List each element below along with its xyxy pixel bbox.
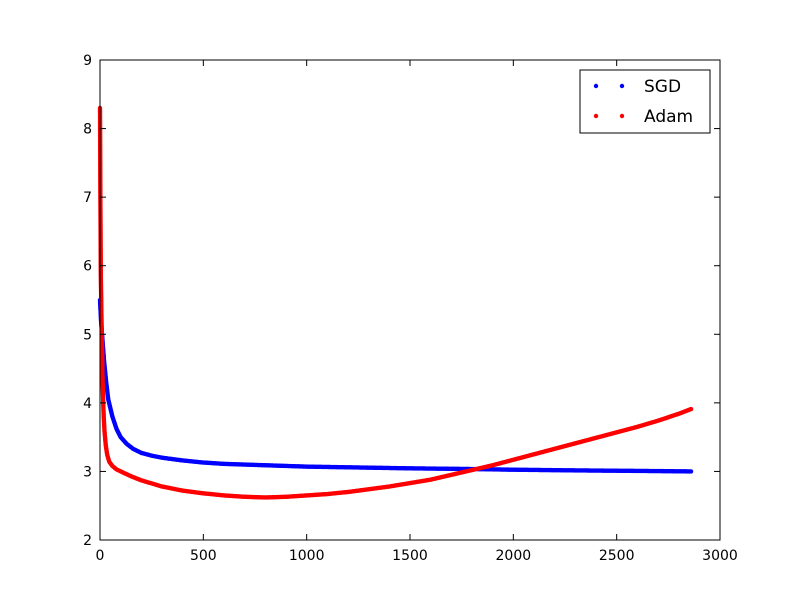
legend-marker-sgd: [619, 83, 625, 89]
data-point: [688, 406, 694, 412]
x-tick-label: 1500: [392, 548, 428, 564]
x-tick-label: 2000: [496, 548, 532, 564]
y-tick-label: 8: [83, 122, 92, 138]
legend-label-sgd: SGD: [644, 77, 681, 97]
legend-marker-adam: [619, 113, 625, 119]
x-tick-label: 0: [96, 548, 105, 564]
legend: SGD Adam: [579, 69, 711, 134]
legend-marker-sgd: [593, 83, 599, 89]
y-tick-label: 3: [83, 464, 92, 480]
y-tick-label: 2: [83, 533, 92, 549]
y-tick-label: 7: [83, 190, 92, 206]
y-axis: 2 3 4 5 6 7 8 9: [83, 53, 720, 549]
series-sgd: [97, 297, 694, 474]
legend-marker-adam: [593, 113, 599, 119]
legend-label-adam: Adam: [644, 107, 693, 127]
data-point: [688, 469, 694, 474]
legend-entry-adam: Adam: [593, 107, 693, 127]
x-tick-label: 1000: [289, 548, 325, 564]
y-tick-label: 9: [83, 53, 92, 69]
series-adam: [97, 105, 694, 500]
y-tick-label: 6: [83, 259, 92, 275]
plot-marks: [97, 105, 694, 500]
y-tick-label: 4: [83, 396, 92, 412]
x-axis: 0 500 1000 1500 2000 2500 3000: [96, 60, 738, 564]
x-tick-label: 500: [190, 548, 217, 564]
y-tick-label: 5: [83, 327, 92, 343]
legend-entry-sgd: SGD: [593, 77, 681, 97]
legend-box: [579, 69, 711, 134]
x-tick-label: 2500: [599, 548, 635, 564]
x-tick-label: 3000: [702, 548, 738, 564]
